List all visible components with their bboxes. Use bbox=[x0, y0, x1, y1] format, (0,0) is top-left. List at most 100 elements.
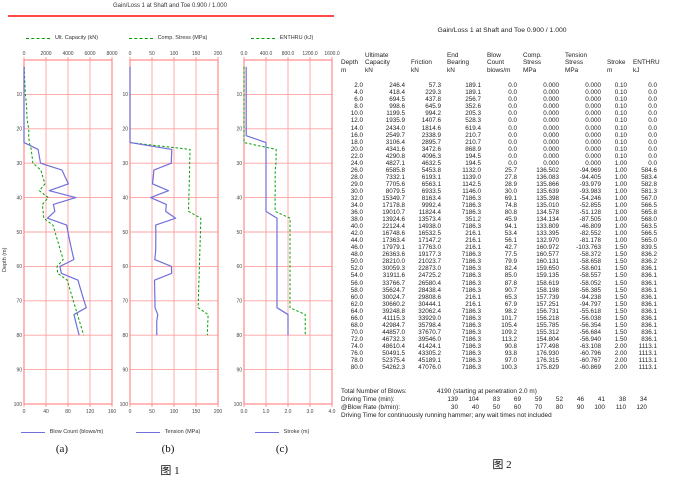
table-row: 72.0 46732.3 39546.0 7186.3 113.2 154.804 -56.… bbox=[341, 336, 663, 343]
table-row: 2.0 246.4 57.3 189.1 0.0 0.000 0.000 0.10 0.0 bbox=[341, 82, 663, 89]
table-cell: -63.108 bbox=[579, 342, 601, 350]
table-row: 64.0 39248.8 32062.4 7186.3 98.2 156.731 -55.6… bbox=[341, 308, 663, 315]
table-cell: 46732.3 bbox=[382, 335, 405, 343]
table-cell: 7186.3 bbox=[461, 223, 481, 231]
table-cell: 1407.6 bbox=[421, 117, 441, 125]
table-cell: 155.785 bbox=[536, 321, 559, 329]
svg-text:100: 100 bbox=[170, 51, 179, 57]
table-row: 44.0 17363.4 17147.2 216.1 56.1 132.970 -81.17… bbox=[341, 237, 663, 244]
table-cell: 568.0 bbox=[641, 216, 657, 224]
column-header: Stroke m bbox=[607, 59, 626, 74]
table-cell: 619.4 bbox=[465, 124, 481, 132]
table-cell: 29.0 bbox=[350, 180, 363, 188]
table-cell: 0.10 bbox=[614, 124, 627, 132]
table-row: 48.0 26363.6 19177.3 7186.3 77.5 160.577 -58.3… bbox=[341, 251, 663, 258]
table-cell: 135.866 bbox=[536, 180, 559, 188]
table-cell: 1113.1 bbox=[638, 357, 657, 365]
table-cell: 7186.3 bbox=[461, 194, 481, 202]
table-cell: 0.000 bbox=[543, 131, 559, 139]
table-cell: 7186.3 bbox=[461, 258, 481, 266]
blow-rate-value: 80 bbox=[555, 404, 563, 411]
svg-text:50: 50 bbox=[236, 230, 242, 236]
table-cell: 64.0 bbox=[350, 307, 363, 315]
table-cell: 0.10 bbox=[614, 131, 627, 139]
table-row: 38.0 13924.6 13573.4 351.2 45.9 134.134 -87.50… bbox=[341, 216, 663, 223]
table-cell: 42984.7 bbox=[382, 321, 405, 329]
table-cell: 38.0 bbox=[350, 216, 363, 224]
table-cell: 836.1 bbox=[641, 335, 657, 343]
table-cell: 33929.0 bbox=[418, 314, 441, 322]
table-cell: 27.8 bbox=[504, 173, 517, 181]
chart-c-top-legend-label: ENTHRU (kJ) bbox=[279, 35, 314, 41]
table-cell: 31911.6 bbox=[382, 272, 405, 280]
table-cell: 836.1 bbox=[641, 307, 657, 315]
table-row: 78.0 52375.4 45189.1 7186.3 97.0 176.315 -60.7… bbox=[341, 357, 663, 364]
table-row: 56.0 33766.7 26580.4 7186.3 87.8 158.619 -58.0… bbox=[341, 280, 663, 287]
table-cell: 54.0 bbox=[350, 272, 363, 280]
table-cell: 566.5 bbox=[641, 202, 657, 210]
table-cell: 98.2 bbox=[504, 307, 517, 315]
svg-text:80: 80 bbox=[16, 333, 22, 339]
table-cell: 1.00 bbox=[614, 166, 627, 174]
table-cell: 7705.6 bbox=[385, 180, 405, 188]
table-cell: 1.50 bbox=[614, 328, 627, 336]
table-cell: 44857.0 bbox=[382, 328, 405, 336]
table-cell: 154.804 bbox=[536, 335, 559, 343]
table-cell: 35798.4 bbox=[418, 321, 441, 329]
svg-text:200: 200 bbox=[214, 51, 223, 57]
driving-time-value: 34 bbox=[639, 396, 647, 403]
table-cell: 0.0 bbox=[508, 110, 517, 118]
table-cell: 0.0 bbox=[648, 124, 657, 132]
table-cell: 0.000 bbox=[543, 82, 559, 90]
svg-text:8000: 8000 bbox=[106, 51, 117, 57]
figure-2-caption: 图 2 bbox=[492, 459, 512, 471]
table-cell: 42.7 bbox=[504, 244, 517, 252]
table-cell: 566.5 bbox=[641, 230, 657, 238]
table-cell: 19177.3 bbox=[418, 251, 441, 259]
table-header: Depth m Ultimate Capacity kN Friction kN End Be… bbox=[341, 52, 663, 82]
table-cell: 43305.2 bbox=[418, 350, 441, 357]
table-cell: 210.7 bbox=[465, 131, 481, 139]
driving-time-value: 83 bbox=[492, 396, 500, 403]
table-cell: 836.1 bbox=[641, 265, 657, 273]
table-cell: 7186.3 bbox=[461, 350, 481, 357]
table-cell: 8079.5 bbox=[385, 187, 405, 195]
table-cell: 1139.0 bbox=[462, 173, 481, 181]
blow-rate-value: 40 bbox=[471, 404, 479, 411]
chart-b-bottom-legend-label: Tension (MPa) bbox=[164, 429, 201, 435]
table-cell: 216.1 bbox=[465, 230, 481, 238]
table-cell: 160.577 bbox=[536, 251, 559, 259]
table-cell: 0.0 bbox=[508, 89, 517, 97]
table-cell: 56.0 bbox=[350, 279, 363, 287]
table-cell: 42.0 bbox=[350, 230, 363, 238]
panel-c-caption: (c) bbox=[275, 443, 289, 455]
table-row: 16.0 2549.7 2338.9 210.7 0.0 0.000 0.000 0.10 0.… bbox=[341, 132, 663, 139]
table-cell: 0.0 bbox=[508, 145, 517, 153]
table-cell: 135.639 bbox=[536, 187, 559, 195]
table-cell: 0.0 bbox=[508, 124, 517, 132]
svg-text:150: 150 bbox=[192, 51, 201, 57]
blue-line-sample bbox=[135, 431, 160, 433]
column-header: Tension Stress MPa bbox=[565, 52, 588, 74]
table-cell: 0.000 bbox=[543, 110, 559, 118]
panel-a-caption: (a) bbox=[55, 443, 69, 455]
table-cell: 134.578 bbox=[536, 209, 559, 217]
table-row: 29.0 7705.6 6563.1 1142.5 28.9 135.866 -93.979… bbox=[341, 181, 663, 188]
table-cell: 57.3 bbox=[428, 82, 441, 90]
table-cell: 2.00 bbox=[614, 342, 627, 350]
table-cell: 7186.3 bbox=[461, 209, 481, 217]
table-cell: 15349.7 bbox=[382, 194, 405, 202]
svg-text:10: 10 bbox=[236, 92, 242, 98]
svg-text:90: 90 bbox=[122, 367, 128, 373]
blue-line-sample bbox=[20, 431, 45, 433]
table-cell: 35624.7 bbox=[382, 286, 405, 294]
table-cell: 0.0 bbox=[648, 131, 657, 139]
table-cell: 67.9 bbox=[504, 300, 517, 308]
table-cell: 6585.8 bbox=[385, 166, 405, 174]
table-cell: 1146.0 bbox=[462, 187, 481, 195]
table-cell: 2895.7 bbox=[421, 138, 441, 146]
svg-text:400.0: 400.0 bbox=[260, 51, 273, 57]
table-cell: 868.9 bbox=[465, 145, 481, 153]
table-cell: 159.135 bbox=[536, 272, 559, 280]
table-cell: 0.000 bbox=[543, 96, 559, 104]
